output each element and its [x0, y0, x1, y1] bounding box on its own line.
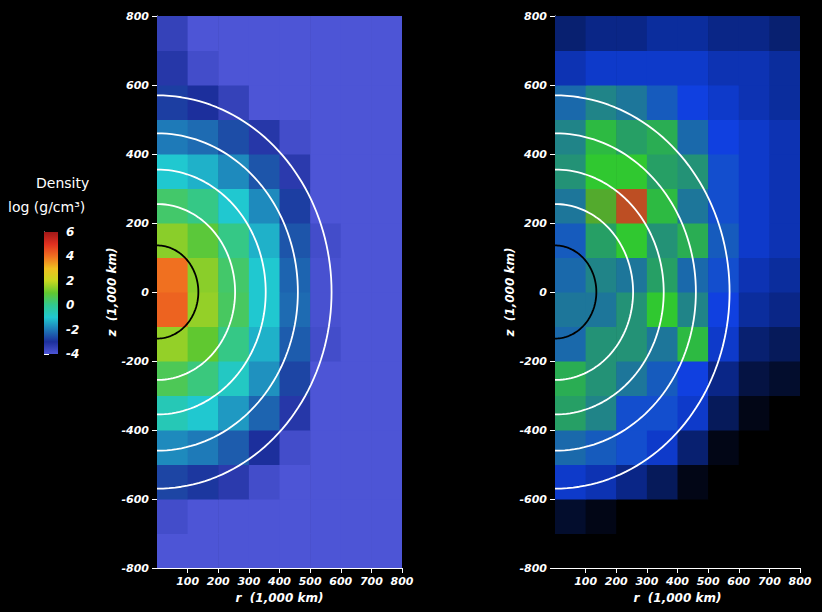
svg-text:-600: -600 — [519, 493, 547, 506]
svg-text:100: 100 — [574, 575, 597, 588]
svg-text:800: 800 — [126, 10, 149, 23]
svg-text:700: 700 — [758, 575, 781, 588]
svg-text:Density: Density — [36, 175, 89, 191]
svg-text:600: 600 — [727, 575, 750, 588]
svg-text:200: 200 — [207, 575, 230, 588]
svg-text:0: 0 — [141, 286, 149, 299]
svg-text:500: 500 — [697, 575, 720, 588]
svg-text:-400: -400 — [519, 424, 547, 437]
svg-text:400: 400 — [125, 148, 149, 161]
svg-text:-200: -200 — [519, 355, 547, 368]
svg-text:-800: -800 — [121, 562, 149, 575]
svg-text:300: 300 — [237, 575, 260, 588]
svg-text:400: 400 — [267, 575, 291, 588]
svg-text:r (1,000 km): r (1,000 km) — [236, 591, 324, 605]
svg-text:100: 100 — [176, 575, 199, 588]
svg-text:200: 200 — [126, 217, 149, 230]
svg-text:z (1,000 km): z (1,000 km) — [503, 248, 517, 338]
svg-text:z (1,000 km): z (1,000 km) — [105, 248, 119, 338]
svg-text:600: 600 — [126, 79, 149, 92]
svg-text:-400: -400 — [121, 424, 149, 437]
svg-text:500: 500 — [299, 575, 322, 588]
svg-text:log (g/cm³): log (g/cm³) — [8, 199, 85, 215]
svg-text:-2: -2 — [66, 323, 79, 337]
svg-text:800: 800 — [789, 575, 812, 588]
svg-text:6: 6 — [66, 225, 74, 239]
svg-text:-800: -800 — [519, 562, 547, 575]
svg-text:400: 400 — [523, 148, 547, 161]
svg-text:-600: -600 — [121, 493, 149, 506]
svg-text:600: 600 — [524, 79, 547, 92]
svg-text:600: 600 — [329, 575, 352, 588]
svg-text:-200: -200 — [121, 355, 149, 368]
svg-text:-4: -4 — [66, 347, 79, 361]
svg-text:200: 200 — [524, 217, 547, 230]
svg-text:800: 800 — [524, 10, 547, 23]
svg-text:0: 0 — [539, 286, 547, 299]
svg-text:2: 2 — [66, 274, 74, 288]
svg-text:4: 4 — [65, 249, 74, 263]
svg-text:0: 0 — [66, 298, 74, 312]
svg-text:r (1,000 km): r (1,000 km) — [634, 591, 722, 605]
svg-text:400: 400 — [665, 575, 689, 588]
svg-text:800: 800 — [391, 575, 414, 588]
svg-text:300: 300 — [635, 575, 658, 588]
svg-text:200: 200 — [605, 575, 628, 588]
svg-text:700: 700 — [360, 575, 383, 588]
